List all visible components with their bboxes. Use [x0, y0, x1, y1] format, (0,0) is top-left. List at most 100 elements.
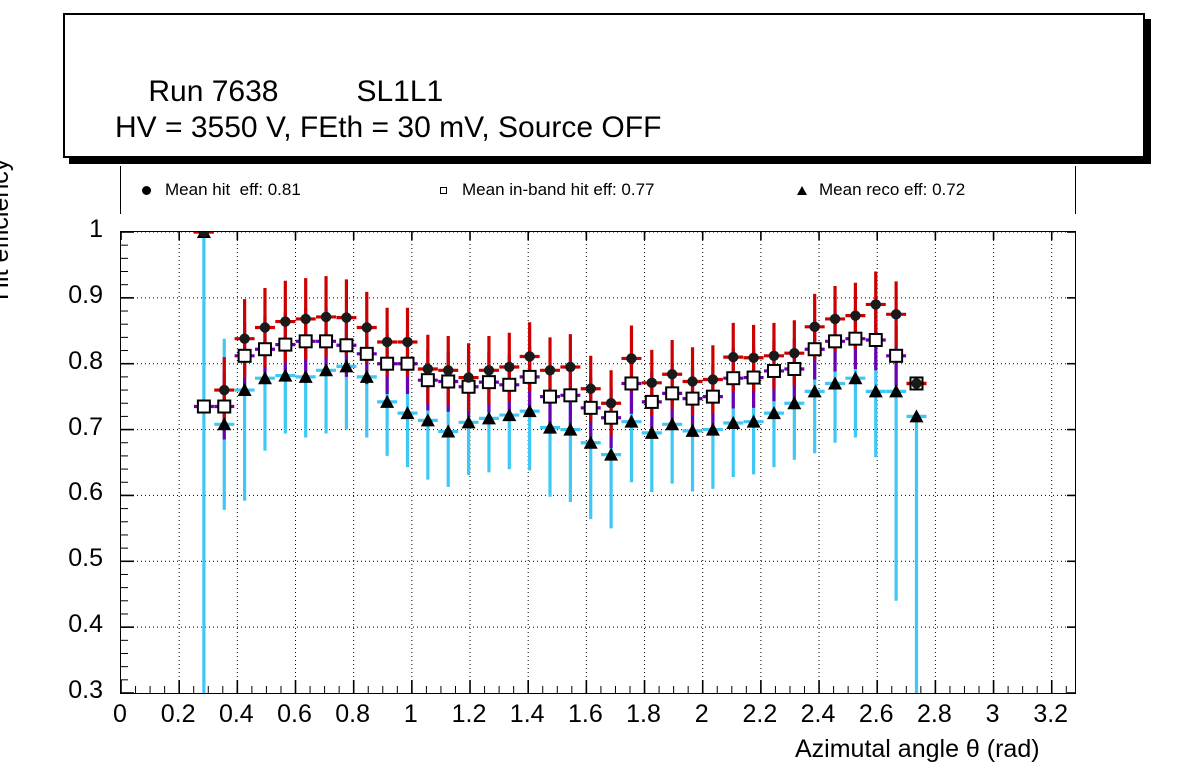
- x-tick-label: 0.8: [335, 700, 371, 728]
- data-point-filled-circle: [687, 376, 698, 387]
- data-point-open-square: [481, 375, 496, 390]
- data-point-filled-triangle: [298, 369, 313, 383]
- x-tick-label: 1.8: [626, 700, 661, 728]
- data-point-open-square: [787, 361, 802, 376]
- data-point-open-square: [319, 334, 334, 349]
- header-line-conditions: HV = 3550 V, FEth = 30 mV, Source OFF: [115, 111, 662, 144]
- data-point-filled-circle: [666, 369, 678, 380]
- data-point-filled-circle: [341, 312, 352, 323]
- y-tick-label: 0.4: [68, 610, 103, 639]
- data-point-filled-circle: [463, 372, 474, 383]
- data-point-open-square: [644, 394, 659, 409]
- data-point-open-square: [278, 337, 293, 352]
- legend-label-hit-eff: Mean hit eff: 0.81: [165, 180, 301, 199]
- markers-filled-circle: [198, 232, 922, 409]
- data-point-open-square: [665, 386, 680, 401]
- data-point-filled-triangle: [726, 415, 741, 429]
- data-point-filled-triangle: [461, 415, 476, 429]
- y-axis-title: Hit efficiency: [0, 158, 14, 300]
- x-tick-label: 2: [694, 700, 709, 728]
- x-axis-title: Azimutal angle θ (rad): [795, 735, 1040, 763]
- data-point-filled-triangle: [217, 417, 232, 431]
- data-point-filled-triangle: [909, 409, 924, 423]
- data-point-filled-triangle: [766, 406, 781, 420]
- data-point-open-square: [400, 356, 415, 371]
- data-point-filled-circle: [361, 322, 372, 333]
- data-point-filled-circle: [870, 299, 881, 310]
- x-tick-label: 2.8: [916, 700, 952, 728]
- data-point-open-square: [380, 356, 395, 371]
- data-point-filled-circle: [646, 377, 658, 389]
- data-point-open-square: [359, 346, 374, 361]
- data-point-filled-triangle: [543, 420, 558, 434]
- info-header-box: Run 7638 SL1L1 HV = 3550 V, FEth = 30 mV,…: [63, 13, 1145, 158]
- legend-label-reco-eff: Mean reco eff: 0.72: [819, 180, 966, 199]
- data-point-open-square: [726, 371, 741, 386]
- data-point-filled-triangle: [278, 368, 293, 382]
- data-point-filled-circle: [850, 310, 861, 321]
- x-tick-label: 0.2: [160, 700, 196, 728]
- data-point-filled-triangle: [502, 408, 517, 422]
- legend-entry-reco-eff: Mean reco eff: 0.72: [785, 166, 965, 214]
- data-point-open-square: [196, 399, 211, 414]
- data-point-filled-circle: [626, 353, 637, 364]
- data-point-filled-triangle: [746, 414, 761, 428]
- data-point-open-square: [237, 348, 252, 363]
- markers-filled-triangle: [196, 232, 924, 461]
- data-point-filled-circle: [381, 336, 393, 348]
- data-point-filled-circle: [585, 383, 596, 394]
- legend-label-inband-eff: Mean in-band hit eff: 0.77: [462, 180, 655, 199]
- data-point-open-square: [583, 400, 598, 415]
- detector-label: SL1L1: [356, 75, 444, 108]
- plot-canvas: [121, 232, 1075, 693]
- data-point-filled-triangle: [257, 371, 272, 385]
- data-point-filled-circle: [443, 365, 454, 376]
- data-point-open-square: [807, 342, 822, 357]
- data-point-open-square: [441, 374, 456, 389]
- plot-legend: Mean hit eff: 0.81 Mean in-band hit eff:…: [120, 166, 1076, 214]
- data-point-filled-triangle: [441, 424, 456, 438]
- data-point-filled-triangle: [604, 447, 619, 461]
- data-point-filled-triangle: [319, 363, 334, 377]
- data-point-filled-circle: [402, 336, 413, 348]
- data-point-filled-triangle: [685, 423, 700, 437]
- x-tick-label: 3.2: [1033, 700, 1069, 728]
- data-point-filled-circle: [504, 361, 515, 373]
- data-point-filled-triangle: [481, 411, 496, 425]
- data-point-open-square: [339, 338, 354, 353]
- data-point-open-square: [420, 373, 435, 388]
- data-point-filled-triangle: [420, 413, 435, 427]
- x-tick-label: 2.2: [742, 700, 778, 728]
- data-point-open-square: [685, 391, 700, 406]
- data-point-filled-triangle: [787, 396, 802, 410]
- data-point-filled-circle: [565, 361, 576, 373]
- data-point-filled-circle: [605, 398, 617, 409]
- legend-entry-inband-eff: Mean in-band hit eff: 0.77: [428, 166, 655, 214]
- data-point-filled-triangle: [889, 384, 904, 398]
- data-point-filled-triangle: [237, 383, 252, 397]
- data-point-filled-circle: [300, 313, 311, 325]
- filled-triangle-marker-icon: [785, 166, 819, 214]
- data-point-filled-circle: [320, 311, 332, 323]
- data-point-filled-circle: [829, 313, 841, 325]
- data-point-open-square: [563, 388, 578, 403]
- data-point-filled-triangle: [359, 369, 374, 383]
- y-tick-label: 0.5: [68, 544, 103, 573]
- data-point-open-square: [766, 363, 781, 378]
- data-point-open-square: [746, 370, 761, 385]
- data-point-filled-circle: [239, 333, 250, 344]
- y-tick-label: 1: [89, 215, 103, 243]
- data-point-open-square: [705, 389, 720, 404]
- open-square-marker-icon: [428, 166, 462, 214]
- data-point-filled-circle: [890, 309, 902, 320]
- plot-frame: [120, 231, 1076, 694]
- legend-entry-hit-eff: Mean hit eff: 0.81: [131, 166, 301, 214]
- data-point-filled-circle: [728, 351, 739, 363]
- data-point-filled-circle: [789, 347, 800, 359]
- y-tick-label: 0.7: [68, 412, 103, 441]
- header-line-run: Run 7638 SL1L1: [115, 41, 443, 143]
- data-point-filled-circle: [280, 316, 291, 327]
- data-point-filled-triangle: [624, 414, 639, 428]
- x-tick-label: 2.6: [858, 700, 894, 728]
- x-tick-label: 3: [985, 700, 1000, 728]
